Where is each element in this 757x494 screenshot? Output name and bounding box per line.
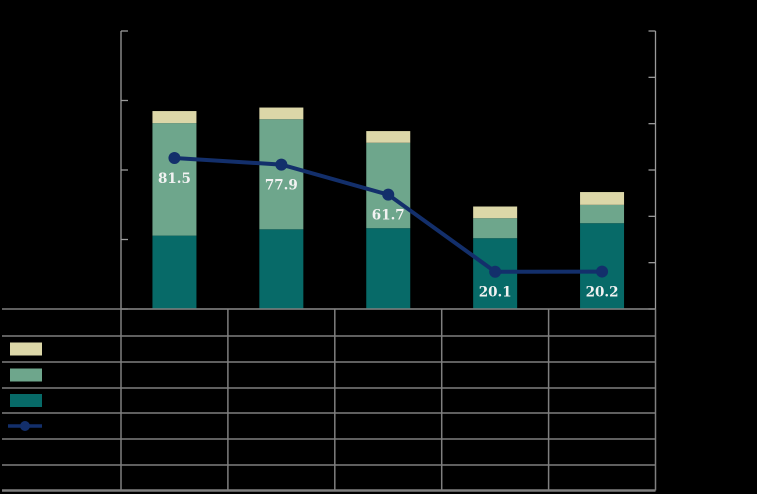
legend-cream-swatch [10, 342, 42, 356]
line-data-label: 20.1 [479, 285, 512, 301]
line-data-label: 20.2 [586, 285, 619, 301]
bar-segment-green-middle-segment [366, 142, 411, 229]
bar-segment-teal-bottom-segment [259, 229, 304, 309]
legend-green-swatch [10, 368, 42, 382]
legend-teal-swatch [10, 394, 42, 407]
bar-segment-cream-top-segment [580, 192, 625, 205]
legend-line-marker-icon [20, 421, 30, 431]
bar-segment-green-middle-segment [580, 204, 625, 224]
bar-segment-cream-top-segment [473, 206, 518, 219]
line-data-label: 77.9 [265, 178, 298, 194]
trend-line-marker [168, 151, 181, 164]
trend-line-marker [596, 265, 609, 278]
bar-segment-teal-bottom-segment [152, 235, 197, 309]
trend-line-marker [489, 265, 502, 278]
bar-segment-green-middle-segment [259, 119, 304, 230]
bar-segment-cream-top-segment [366, 131, 411, 143]
line-data-label: 61.7 [372, 208, 405, 224]
bar-segment-teal-bottom-segment [366, 228, 411, 309]
trend-line-marker [382, 188, 395, 201]
bar-segment-green-middle-segment [473, 218, 518, 239]
bar-segment-cream-top-segment [259, 107, 304, 120]
trend-line-marker [275, 158, 288, 171]
bar-segment-green-middle-segment [152, 123, 197, 236]
line-data-label: 81.5 [158, 171, 191, 187]
bar-segment-cream-top-segment [152, 111, 197, 124]
